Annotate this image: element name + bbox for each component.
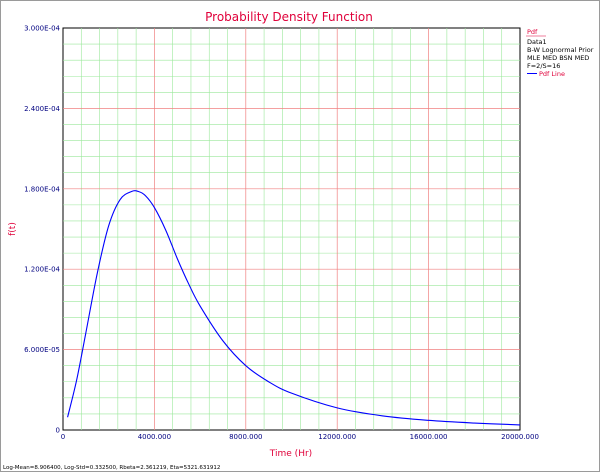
y-tick-labels: 0 6.000E-05 1.200E-04 1.800E-04 2.400E-04 3.0… xyxy=(24,25,60,435)
legend-line-4: F=2/S=16 xyxy=(527,62,560,70)
legend-line-1: Data1 xyxy=(527,38,547,46)
x-tick-label: 8000.000 xyxy=(229,433,262,441)
y-tick-label: 1.200E-04 xyxy=(24,266,60,274)
legend-line-2: B-W Lognormal Prior xyxy=(527,46,594,54)
x-tick-label: 20000.000 xyxy=(501,433,539,441)
y-tick-label: 0 xyxy=(56,427,60,435)
grid-major xyxy=(63,28,520,430)
series-layer xyxy=(67,190,521,426)
x-tick-label: 12000.000 xyxy=(318,433,356,441)
plot-area xyxy=(62,27,521,431)
legend-line-3: MLE MED BSN MED xyxy=(527,54,589,62)
y-tick-label: 1.800E-04 xyxy=(24,185,60,193)
legend-series-label: Pdf Line xyxy=(539,70,565,78)
chart-title: Probability Density Function xyxy=(205,10,373,24)
footer-parameters: Log-Mean=8.906400, Log-Std=0.332500, Rbe… xyxy=(3,465,220,471)
y-axis-label: f(t) xyxy=(8,222,18,236)
y-tick-label: 2.400E-04 xyxy=(24,105,60,113)
y-tick-label: 6.000E-05 xyxy=(24,346,60,354)
x-tick-label: 0 xyxy=(61,433,65,441)
grid-minor xyxy=(63,28,520,430)
y-tick-label: 3.000E-04 xyxy=(24,25,60,33)
x-axis-label: Time (Hr) xyxy=(269,449,312,459)
x-tick-labels: 0 4000.000 8000.000 12000.000 16000.000 20000… xyxy=(61,433,539,441)
x-tick-label: 4000.000 xyxy=(138,433,171,441)
x-tick-label: 16000.000 xyxy=(410,433,448,441)
legend-header: Pdf xyxy=(527,28,538,36)
legend: Pdf Data1 B-W Lognormal Prior MLE MED BS… xyxy=(526,28,594,78)
pdf-line-series xyxy=(67,190,521,426)
